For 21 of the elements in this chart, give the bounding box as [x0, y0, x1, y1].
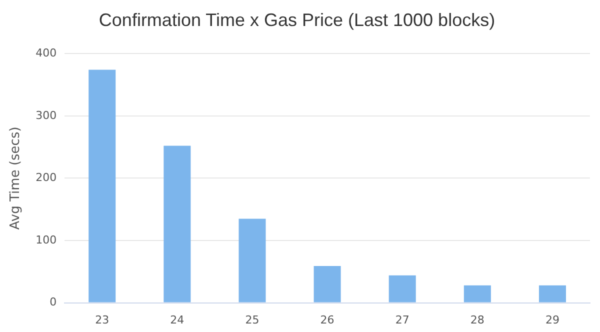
x-tick-label: 26: [320, 313, 334, 326]
bar: [388, 275, 416, 302]
x-tick-label: 23: [95, 313, 110, 326]
x-tick-label: 24: [170, 313, 184, 326]
x-tick-label: 25: [245, 313, 260, 326]
bar: [164, 146, 191, 302]
bar: [88, 70, 116, 302]
bar: [238, 218, 266, 302]
y-tick-label: 100: [36, 233, 57, 246]
x-tick-label: 28: [470, 313, 484, 326]
chart-title: Confirmation Time x Gas Price (Last 1000 blocks): [98, 10, 496, 30]
y-axis-title: Avg Time (secs): [8, 126, 24, 230]
y-tick-label: 300: [36, 108, 57, 122]
y-tick-label: 200: [36, 171, 57, 184]
y-tick-label: 0: [50, 296, 57, 309]
bar: [314, 266, 341, 302]
bar: [538, 285, 566, 302]
x-tick-label: 29: [545, 313, 560, 326]
bar: [464, 285, 491, 302]
y-tick-label: 400: [36, 46, 57, 60]
x-tick-label: 27: [395, 313, 410, 326]
